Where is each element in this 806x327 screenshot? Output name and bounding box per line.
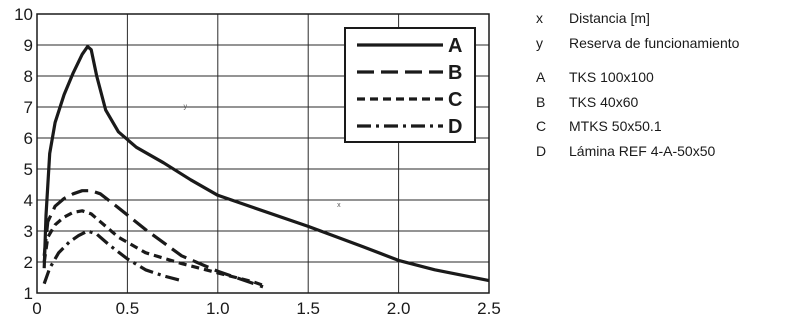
legend-key: B <box>536 93 546 110</box>
x-tick-label: 0.5 <box>116 299 140 318</box>
x-tick-label: 0 <box>32 299 41 318</box>
series-line-c <box>42 209 264 287</box>
legend-desc: Lámina REF 4-A-50x50 <box>569 142 716 159</box>
legend-label-b: B <box>448 62 462 84</box>
y-tick-label: 6 <box>24 129 33 148</box>
x-tick-label: 1.0 <box>206 299 230 318</box>
y-tick-label: 8 <box>24 67 33 86</box>
legend-key: y <box>536 34 543 51</box>
y-tick-label: 1 <box>24 284 33 303</box>
axis-markers: xy <box>184 104 342 210</box>
x-tick-label: 2.0 <box>387 299 411 318</box>
x-tick-label: 1.5 <box>296 299 320 318</box>
y-tick-label: 9 <box>24 36 33 55</box>
y-tick-label: 4 <box>24 191 33 210</box>
side-legend: x Distancia [m] y Reserva de funcionamie… <box>536 6 739 163</box>
x-tick-label: 2.5 <box>477 299 501 318</box>
legend-row-y: y Reserva de funcionamiento <box>536 31 739 56</box>
legend-row-x: x Distancia [m] <box>536 6 739 31</box>
series-line-d <box>42 229 183 285</box>
y-tick-label: 5 <box>24 160 33 179</box>
legend-key: D <box>536 142 547 159</box>
legend-desc: TKS 100x100 <box>569 69 654 85</box>
axis-marker-y: y <box>184 104 188 111</box>
legend-key: x <box>536 10 543 26</box>
legend-desc: Distancia [m] <box>569 10 650 26</box>
legend-row-d: D Lámina REF 4-A-50x50 <box>536 139 739 164</box>
legend-label-a: A <box>448 35 462 57</box>
legend-desc: Reserva de funcionamiento <box>569 34 740 51</box>
legend-spacer <box>536 55 739 65</box>
y-tick-label: 10 <box>14 5 33 24</box>
axis-marker-x: x <box>337 202 341 209</box>
legend-key: C <box>536 118 547 134</box>
series-lines <box>42 44 490 289</box>
legend-row-a: A TKS 100x100 <box>536 65 739 90</box>
legend-row-b: B TKS 40x60 <box>536 90 739 115</box>
plot-frame <box>36 13 490 294</box>
y-tick-label: 2 <box>24 253 33 272</box>
legend-label-c: C <box>448 89 462 111</box>
legend-label-d: D <box>448 116 462 138</box>
series-line-b <box>42 189 264 289</box>
legend-frame <box>344 27 476 143</box>
series-line-a <box>42 44 490 283</box>
legend-key: A <box>536 69 546 85</box>
legend-desc: TKS 40x60 <box>569 93 639 110</box>
tick-labels: 1 2 3 4 5 6 7 8 9 10 0 0.5 1.0 1.5 2.0 2.5 <box>14 5 501 318</box>
y-tick-label: 3 <box>24 222 33 241</box>
y-tick-label: 7 <box>24 98 33 117</box>
legend-row-c: C MTKS 50x50.1 <box>536 114 739 139</box>
legend-desc: MTKS 50x50.1 <box>569 118 662 134</box>
